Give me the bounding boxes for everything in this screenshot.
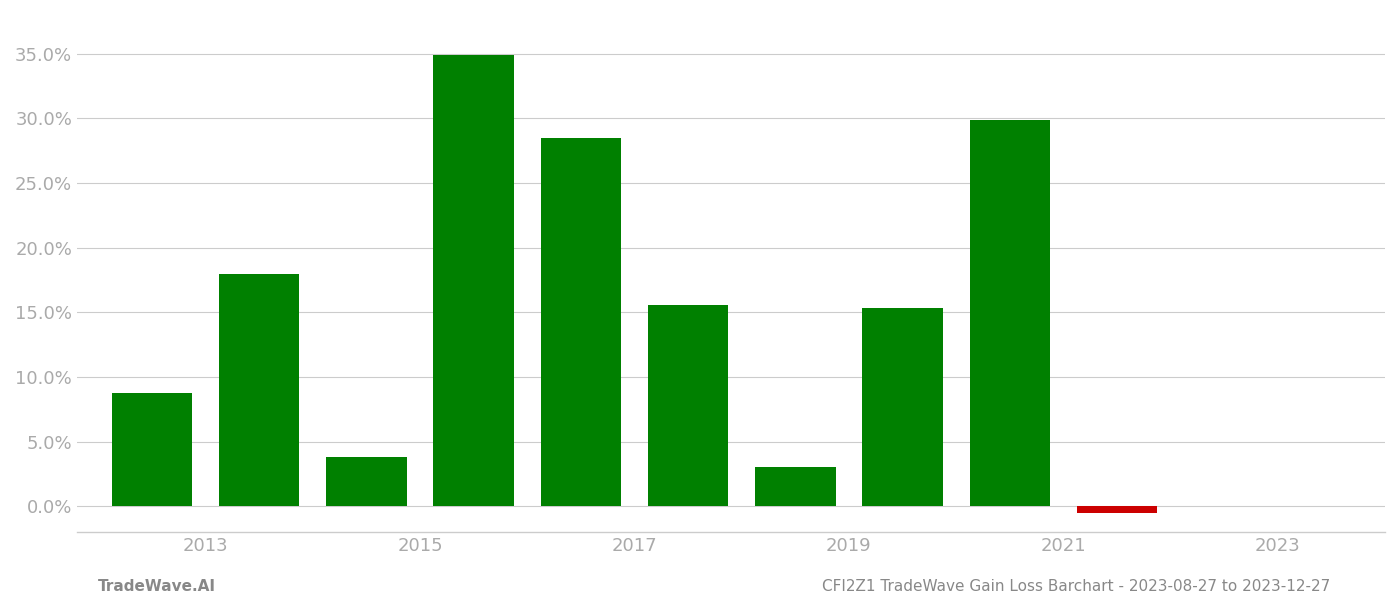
Bar <box>755 467 836 506</box>
Bar <box>1077 506 1158 513</box>
Text: TradeWave.AI: TradeWave.AI <box>98 579 216 594</box>
Bar <box>326 457 406 506</box>
Bar <box>862 308 942 506</box>
Bar <box>434 55 514 506</box>
Bar <box>970 120 1050 506</box>
Bar <box>648 305 728 506</box>
Text: CFI2Z1 TradeWave Gain Loss Barchart - 2023-08-27 to 2023-12-27: CFI2Z1 TradeWave Gain Loss Barchart - 20… <box>822 579 1330 594</box>
Bar <box>112 392 192 506</box>
Bar <box>218 274 300 506</box>
Bar <box>540 138 622 506</box>
